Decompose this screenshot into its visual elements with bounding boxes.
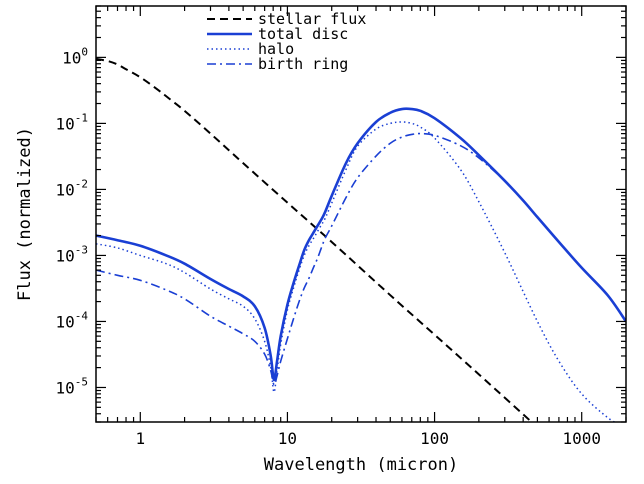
series-line-stellar-flux [96,57,534,422]
y-tick-label: 10-4 [55,309,88,331]
series-line-total-disc [96,107,626,382]
y-tick-label: 10-2 [55,177,88,199]
y-axis-label: Flux (normalized) [15,127,35,301]
y-tick-label: 100 [62,45,88,67]
series-line-birth-ring [96,132,626,386]
x-tick-label: 1000 [562,429,601,448]
series-layer [96,57,626,422]
legend-label-stellar-flux: stellar flux [258,10,366,28]
plot-frame [95,5,627,423]
legend-label-total-disc: total disc [258,25,348,43]
y-tick-label: 10-1 [55,111,88,133]
y-tick-label: 10-5 [55,375,88,397]
legend-label-halo: halo [258,40,294,58]
x-tick-label: 100 [420,429,449,448]
legend-label-birth-ring: birth ring [258,55,348,73]
y-tick-label: 10-3 [55,243,88,265]
ticks-layer: 1 10 100 1000 100 10-1 10-2 10-3 10-4 10-5 [55,5,627,448]
x-axis-label: Wavelength (micron) [264,455,458,475]
series-line-halo [96,121,617,422]
x-tick-label: 1 [135,429,145,448]
x-tick-label: 10 [278,429,297,448]
